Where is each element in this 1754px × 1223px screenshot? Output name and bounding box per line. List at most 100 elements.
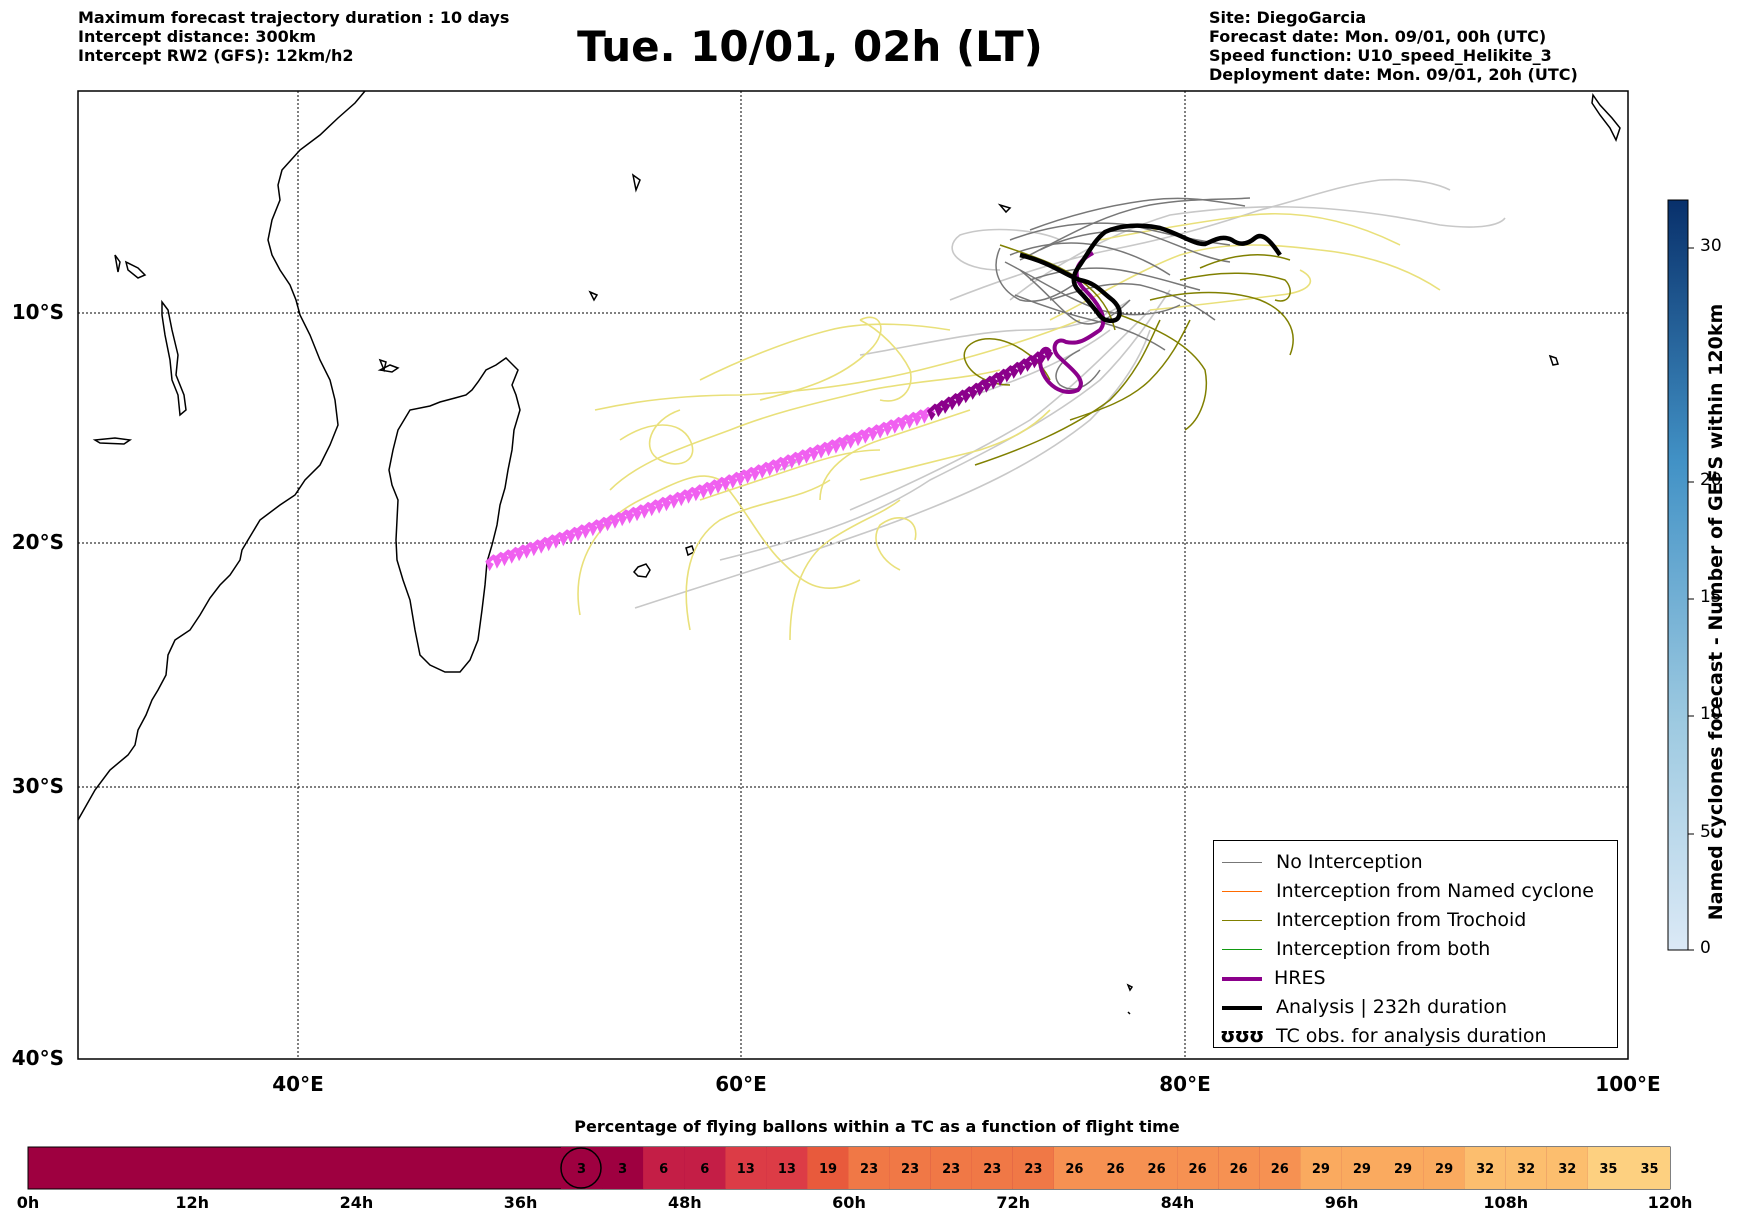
member-trajectories-no-interception bbox=[995, 197, 1251, 390]
timeline-cell-value: 29 bbox=[1394, 1162, 1412, 1177]
timeline-cell bbox=[1136, 1147, 1178, 1189]
colorbar-tick-marks bbox=[1688, 247, 1694, 951]
timeline-cell-value: 26 bbox=[1148, 1162, 1166, 1177]
trajectory-light-9 bbox=[1259, 178, 1451, 211]
timeline-cell-value: 6 bbox=[700, 1162, 709, 1177]
timeline-cell bbox=[1382, 1147, 1424, 1189]
trajectory-no-interception-4 bbox=[1039, 230, 1231, 263]
legend-swatch bbox=[1222, 920, 1262, 921]
legend-label: Interception from Trochoid bbox=[1276, 909, 1527, 931]
hres-trajectory-mid bbox=[926, 347, 1054, 421]
trajectory-no-interception-10 bbox=[1029, 197, 1246, 231]
timeline-tick-label: 120h bbox=[1647, 1193, 1693, 1212]
max-duration-text: Maximum forecast trajectory duration : 1… bbox=[78, 8, 510, 27]
site-text: Site: DiegoGarcia bbox=[1209, 8, 1367, 27]
legend-item-named-cyclone: Interception from Named cyclone bbox=[1214, 878, 1617, 906]
trajectory-light-1 bbox=[634, 329, 1151, 609]
trajectory-yellow-11 bbox=[1099, 212, 1401, 246]
legend-item-hres: HRES bbox=[1214, 965, 1617, 993]
current-time-marker bbox=[560, 1147, 602, 1189]
intercept-rw2-text: Intercept RW2 (GFS): 12km/h2 bbox=[78, 46, 354, 65]
lat-label-20s: 20°S bbox=[11, 530, 64, 554]
timeline-cell-value: 3 bbox=[618, 1162, 627, 1177]
madagascar-coast bbox=[388, 357, 521, 673]
trajectory-yellow-15 bbox=[875, 516, 917, 571]
trajectory-yellow-4 bbox=[619, 409, 694, 465]
timeline-cell bbox=[889, 1147, 931, 1189]
trajectory-no-interception-12 bbox=[1055, 349, 1101, 390]
speed-function-text: Speed function: U10_speed_Helikite_3 bbox=[1209, 46, 1552, 65]
trajectory-light-5 bbox=[951, 228, 1061, 271]
timeline-cell-value: 23 bbox=[901, 1162, 919, 1177]
colorbar-tick-20: 20 bbox=[1700, 470, 1722, 490]
timeline-cell-value: 6 bbox=[659, 1162, 668, 1177]
deployment-date-text: Deployment date: Mon. 09/01, 20h (UTC) bbox=[1209, 65, 1578, 84]
colorbar-tick-10: 10 bbox=[1700, 704, 1722, 724]
timeline-cell bbox=[1505, 1147, 1547, 1189]
timeline-cell-value: 23 bbox=[983, 1162, 1001, 1177]
trajectory-yellow-3 bbox=[594, 319, 1081, 411]
timeline-tick-label: 60h bbox=[832, 1193, 866, 1212]
legend-item-analysis: Analysis | 232h duration bbox=[1214, 994, 1617, 1022]
forecast-info-left: Maximum forecast trajectory duration : 1… bbox=[78, 8, 509, 65]
timeline-cells: 3 3 6 6 13 13 19 23 23 23 23 23 26 26 26 26 26 26 29 29 29 29… bbox=[561, 1147, 1670, 1189]
legend-item-no-interception: No Interception bbox=[1214, 849, 1617, 877]
timeline-cell bbox=[1546, 1147, 1588, 1189]
timeline-cell-value: 29 bbox=[1435, 1162, 1453, 1177]
page-title: Tue. 10/01, 02h (LT) bbox=[577, 22, 1043, 71]
trajectory-trochoid-4 bbox=[1119, 314, 1207, 431]
timeline-cell bbox=[1300, 1147, 1342, 1189]
timeline-cell-value: 19 bbox=[819, 1162, 837, 1177]
trajectory-yellow-9 bbox=[819, 409, 971, 501]
lon-label-60e: 60°E bbox=[715, 1072, 767, 1096]
colorbar-tick-0: 0 bbox=[1700, 938, 1711, 958]
timeline-cell-value: 35 bbox=[1640, 1162, 1658, 1177]
analysis-trajectory bbox=[1019, 223, 1282, 323]
lat-label-40s: 40°S bbox=[11, 1046, 64, 1070]
timeline-cell-value: 13 bbox=[737, 1162, 755, 1177]
tc-obs-symbol-icon: ʊʊʊ bbox=[1220, 1023, 1264, 1047]
legend-swatch bbox=[1222, 1006, 1262, 1010]
coastlines bbox=[77, 90, 1621, 1015]
trajectory-trochoid-7 bbox=[1069, 319, 1191, 421]
timeline-cell bbox=[1012, 1147, 1054, 1189]
timeline-cell-value: 3 bbox=[577, 1162, 586, 1177]
timeline-tick-label: 12h bbox=[175, 1193, 210, 1212]
timeline-cell-value: 13 bbox=[778, 1162, 796, 1177]
legend-swatch bbox=[1222, 862, 1262, 863]
timeline-cell bbox=[766, 1147, 808, 1189]
trajectory-trochoid-5 bbox=[1149, 291, 1294, 356]
timeline-cell bbox=[1095, 1147, 1137, 1189]
legend-swatch bbox=[1222, 977, 1262, 981]
timeline-cell-value: 26 bbox=[1065, 1162, 1083, 1177]
timeline-tick-label: 48h bbox=[667, 1193, 702, 1212]
legend-label: HRES bbox=[1274, 967, 1326, 989]
timeline-cell-value: 26 bbox=[1230, 1162, 1248, 1177]
timeline-cell-value: 32 bbox=[1558, 1162, 1576, 1177]
colorbar-label: Named cyclones forecast - Number of GEFS… bbox=[1705, 303, 1727, 921]
forecast-date-text: Forecast date: Mon. 09/01, 00h (UTC) bbox=[1209, 27, 1547, 46]
trajectory-no-interception-5 bbox=[1019, 269, 1131, 325]
timeline-cell-value: 23 bbox=[1024, 1162, 1042, 1177]
timeline-cell bbox=[684, 1147, 726, 1189]
trajectory-light-3 bbox=[849, 309, 1151, 511]
trajectory-no-interception-11 bbox=[1014, 294, 1166, 351]
timeline-cell-value: 29 bbox=[1312, 1162, 1330, 1177]
timeline-cell bbox=[1341, 1147, 1383, 1189]
timeline-cell-value: 29 bbox=[1353, 1162, 1371, 1177]
timeline-cell bbox=[1628, 1147, 1670, 1189]
colorbar bbox=[1667, 199, 1689, 951]
timeline-title: Percentage of flying ballons within a TC… bbox=[574, 1117, 1180, 1136]
trajectory-light-4 bbox=[1009, 206, 1506, 301]
legend-item-trochoid: Interception from Trochoid bbox=[1214, 907, 1617, 935]
islands-north bbox=[92, 173, 641, 445]
timeline-cell bbox=[602, 1147, 644, 1189]
timeline-cell bbox=[1177, 1147, 1219, 1189]
timeline-tick-label: 24h bbox=[339, 1193, 374, 1212]
trajectory-yellow-2 bbox=[609, 369, 1001, 491]
timeline-cell-value: 26 bbox=[1106, 1162, 1124, 1177]
colorbar-tick-15: 15 bbox=[1700, 587, 1722, 607]
map-legend: No Interception Interception from Named … bbox=[1213, 840, 1618, 1048]
trajectory-yellow-16 bbox=[759, 316, 882, 401]
trajectory-yellow-14 bbox=[699, 449, 881, 501]
